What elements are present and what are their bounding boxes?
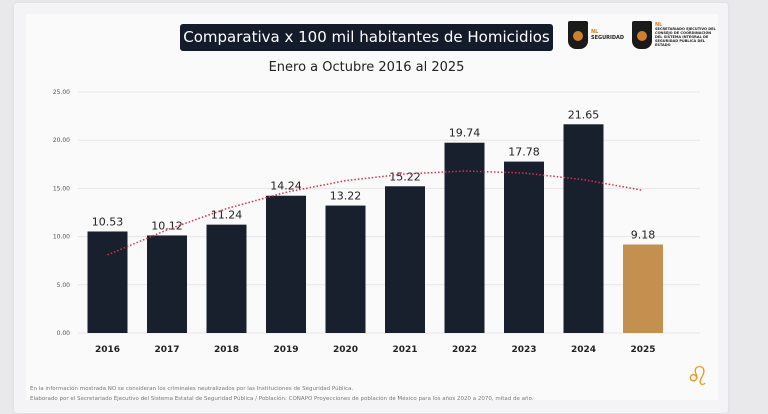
x-tick-label: 2019 <box>273 345 298 355</box>
shield-icon <box>568 21 588 49</box>
y-tick-label: 5.00 <box>57 282 71 289</box>
y-tick-label: 15.00 <box>53 185 70 192</box>
lion-logo-icon: ♌ <box>686 362 710 392</box>
y-tick-label: 10.00 <box>53 234 70 241</box>
bar-2025 <box>623 244 663 333</box>
data-label: 14.24 <box>270 180 302 193</box>
bar-2021 <box>385 186 425 333</box>
source-note: Elaborado por el Secretariado Ejecutivo … <box>30 396 534 402</box>
bar-2022 <box>444 142 485 333</box>
data-label: 11.24 <box>211 209 243 222</box>
footnote: En la información mostrada NO se conside… <box>30 386 354 392</box>
bar-2020 <box>325 205 366 333</box>
data-label: 9.18 <box>631 229 656 242</box>
y-tick-label: 0.00 <box>57 330 71 337</box>
logo-label: SEGURIDAD <box>591 35 625 41</box>
bar-2017 <box>147 235 187 333</box>
secretariado-logo: NL SECRETARIADO EJECUTIVO DEL CONSEJO DE … <box>632 20 717 50</box>
trend-line <box>107 170 644 256</box>
data-label: 10.12 <box>151 219 183 232</box>
y-tick-label: 20.00 <box>53 137 70 144</box>
logo-brand: NL <box>591 29 599 35</box>
bar-2016 <box>87 231 128 333</box>
logo-label: SECRETARIADO EJECUTIVO DEL CONSEJO DE CO… <box>655 27 716 47</box>
data-label: 13.22 <box>330 190 362 203</box>
data-label: 15.22 <box>389 170 421 183</box>
x-tick-label: 2020 <box>333 345 358 355</box>
x-tick-label: 2025 <box>630 345 655 355</box>
x-tick-label: 2021 <box>392 345 417 355</box>
x-tick-label: 2018 <box>214 345 239 355</box>
x-tick-label: 2017 <box>154 345 179 355</box>
y-tick-label: 25.00 <box>53 89 70 96</box>
x-tick-label: 2022 <box>452 345 477 355</box>
logo-brand: NL <box>655 22 663 28</box>
seguridad-logo: NL SEGURIDAD <box>568 20 624 50</box>
bar-2019 <box>266 195 306 333</box>
shield-icon <box>632 21 652 49</box>
bar-2024 <box>563 124 604 333</box>
data-label: 10.53 <box>92 215 124 228</box>
x-tick-label: 2024 <box>571 345 596 355</box>
chart-title: Comparativa x 100 mil habitantes de Homi… <box>180 24 553 51</box>
data-label: 19.74 <box>449 127 481 140</box>
data-label: 17.78 <box>508 146 540 159</box>
x-tick-label: 2016 <box>95 345 120 355</box>
bar-2023 <box>504 161 544 333</box>
bar-2018 <box>206 224 247 333</box>
data-label: 21.65 <box>568 108 600 121</box>
chart-subtitle: Enero a Octubre 2016 al 2025 <box>268 60 465 75</box>
x-tick-label: 2023 <box>511 345 536 355</box>
